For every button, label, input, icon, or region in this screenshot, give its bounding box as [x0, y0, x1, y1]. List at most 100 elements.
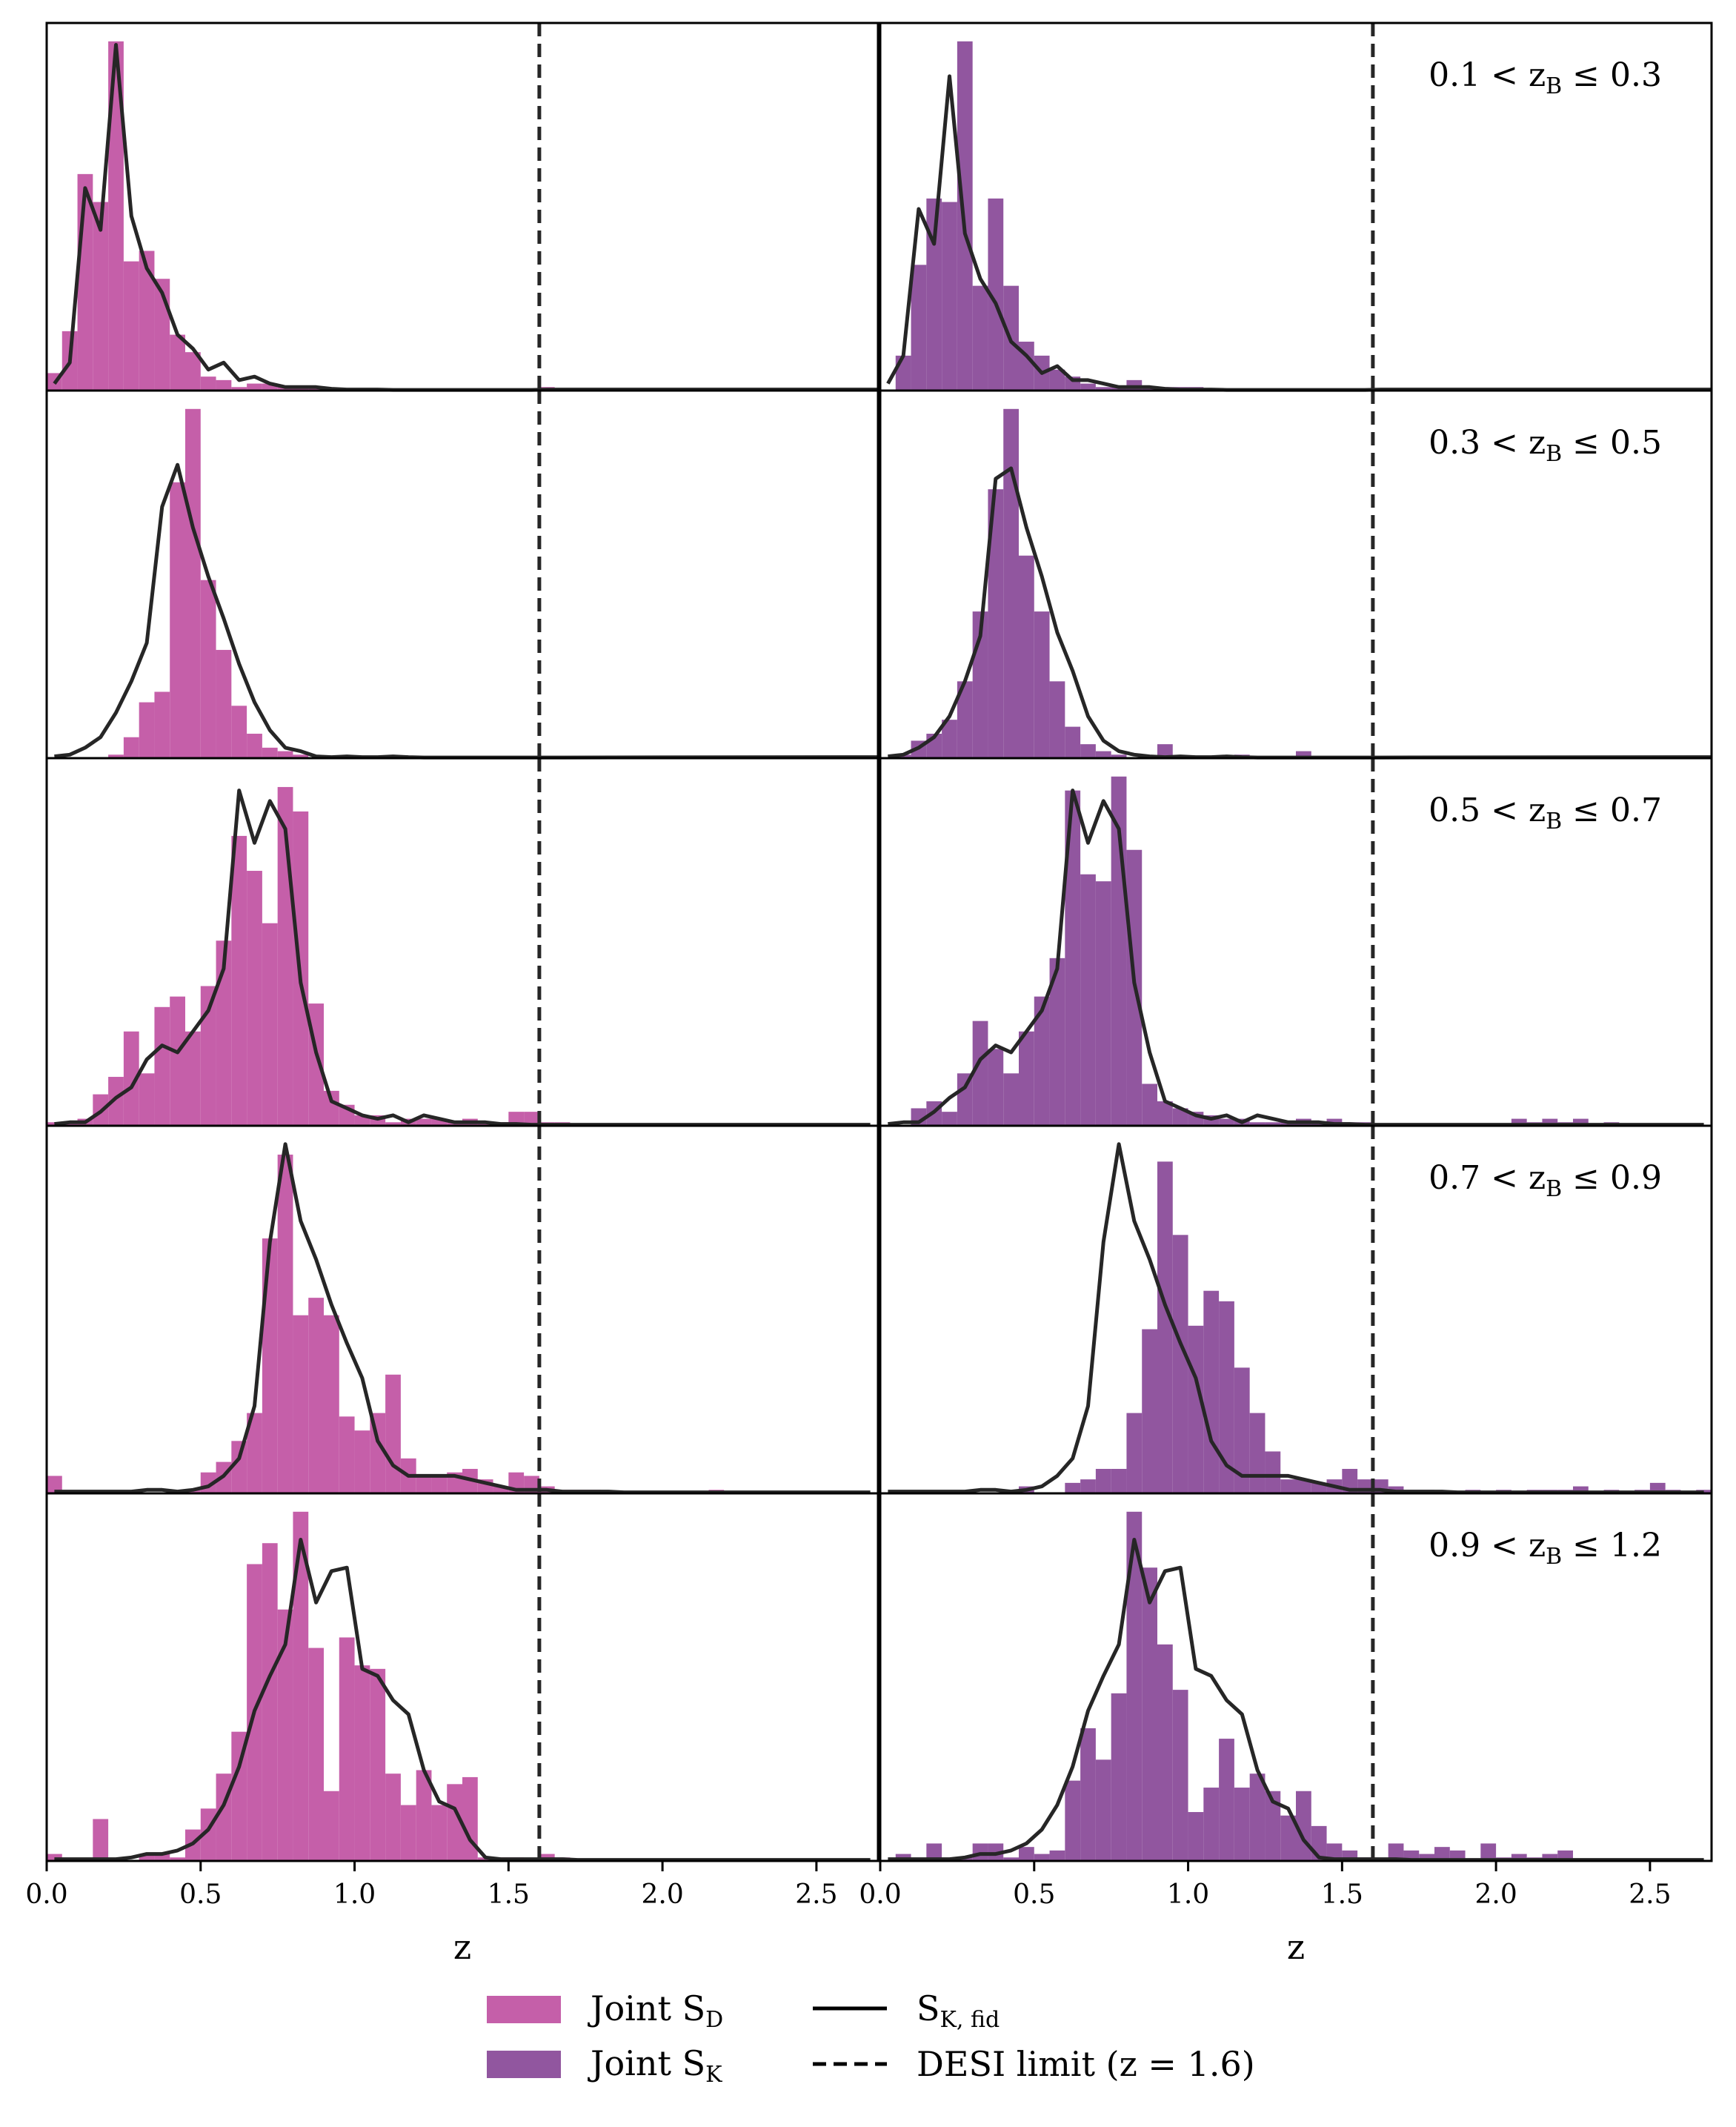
hist-bar: [1080, 744, 1096, 758]
hist-bar: [93, 1819, 109, 1861]
hist-bar: [200, 986, 216, 1126]
panel-frame: [45, 1124, 879, 1495]
hist-bar: [200, 376, 216, 391]
legend-swatch-joint-sd: [487, 1996, 561, 2023]
hist-bar: [293, 754, 309, 758]
hist-bar: [1573, 1118, 1589, 1126]
hist-bar: [911, 265, 927, 391]
hist-bar: [385, 1374, 401, 1493]
hist-bar: [1080, 1728, 1096, 1861]
hist-bar: [154, 1854, 170, 1861]
hist-bar: [123, 737, 139, 758]
sk-fid-line: [54, 1142, 871, 1495]
hist-bar: [1080, 1479, 1096, 1493]
hist-bar: [339, 1416, 355, 1493]
x-tick-label: 1.5: [488, 1879, 530, 1910]
hist-bar: [942, 202, 957, 391]
hist-bar: [324, 1315, 339, 1493]
legend-swatch-joint-sk: [487, 2051, 561, 2078]
hist-bar: [1126, 1413, 1143, 1493]
hist-bar: [277, 751, 293, 758]
legend-label-joint-sk: Joint SK: [588, 2043, 722, 2088]
hist-bar: [47, 1122, 62, 1126]
hist-bar: [216, 940, 232, 1126]
hist-bar: [1019, 555, 1034, 758]
hist-bar: [1049, 369, 1065, 391]
hist-bar: [1219, 1301, 1234, 1493]
hist-bar: [462, 1776, 478, 1861]
hist-bar: [123, 261, 139, 391]
hist-bar: [1065, 1780, 1081, 1861]
hist-bar: [324, 1791, 339, 1861]
hist-bar: [1542, 1854, 1558, 1861]
hist-bar: [988, 198, 1004, 391]
hist-bar: [216, 379, 232, 391]
hist-bar: [1095, 387, 1111, 391]
hist-bar: [1003, 408, 1019, 758]
hist-bar: [1065, 790, 1081, 1126]
panel-frame: [879, 1492, 1713, 1862]
x-tick-label: 2.0: [1474, 1879, 1517, 1910]
hist-bar: [1157, 1644, 1173, 1861]
hist-bar: [1249, 1122, 1266, 1126]
hist-bar: [926, 198, 942, 391]
hist-bar: [216, 649, 232, 758]
hist-bar: [1234, 1788, 1250, 1861]
x-axes: 0.0 0.5 1.0 1.5 2.0 2.5 z 0.0 0.5 1.0 1.5 2.0 2.5 z: [25, 1861, 1672, 1967]
hist-bar: [1095, 1759, 1111, 1861]
hist-bar: [957, 1073, 973, 1126]
hist-bar: [431, 1805, 448, 1861]
hist-bar: [926, 1843, 942, 1861]
hist-bar: [972, 1021, 988, 1126]
hist-bar: [1003, 1073, 1019, 1126]
hist-bar: [262, 1238, 278, 1493]
panel-r3-c2: 0.5 < zB ≤ 0.7: [879, 757, 1713, 1127]
hist-bar: [1542, 1118, 1558, 1126]
hist-bar: [1142, 1329, 1157, 1493]
hist-bar: [1265, 1451, 1281, 1493]
hist-bar: [93, 202, 109, 391]
x-tick-label: 2.5: [1629, 1879, 1671, 1910]
hist-bar: [1296, 1479, 1311, 1493]
hist-bar: [324, 1090, 339, 1126]
zb-range-label: 0.9 < zB ≤ 1.2: [1429, 1527, 1662, 1570]
hist-bar: [108, 1077, 124, 1126]
hist-bar: [1249, 1773, 1266, 1861]
hist-bar: [1172, 1108, 1188, 1126]
hist-bar: [262, 923, 278, 1126]
hist-bar: [308, 1298, 324, 1493]
hist-bar: [262, 1543, 278, 1861]
hist-bar: [416, 1770, 432, 1861]
hist-bar: [988, 489, 1004, 758]
hist-bar: [1419, 1854, 1434, 1861]
hist-bar: [1049, 1850, 1065, 1861]
hist-bar: [1034, 1854, 1050, 1861]
hist-bar: [247, 871, 262, 1126]
zb-range-label: 0.7 < zB ≤ 0.9: [1429, 1159, 1662, 1202]
hist-bar: [154, 691, 170, 758]
hist-bar: [185, 408, 201, 758]
hist-bar: [1065, 1482, 1081, 1493]
hist-bar: [1095, 1469, 1111, 1493]
hist-bar: [1280, 1815, 1296, 1861]
hist-bar: [524, 1112, 539, 1126]
hist-bar: [185, 352, 201, 391]
panel-r1-c2: 0.1 < zB ≤ 0.3: [879, 21, 1713, 392]
hist-bar: [354, 1430, 370, 1493]
hist-bar: [1019, 1847, 1034, 1861]
zb-range-label: 0.3 < zB ≤ 0.5: [1429, 424, 1662, 467]
hist-bar: [1573, 1486, 1589, 1493]
hist-bar: [1172, 1235, 1188, 1493]
hist-bar: [1188, 1812, 1204, 1861]
hist-bar: [1434, 1847, 1450, 1861]
hist-bar: [1249, 1413, 1266, 1493]
hist-bar: [1157, 744, 1173, 758]
hist-bar: [431, 1476, 448, 1493]
hist-bar: [262, 383, 278, 391]
hist-bar: [385, 1773, 401, 1861]
hist-bar: [1095, 751, 1111, 758]
panel-r2-c2: 0.3 < zB ≤ 0.5: [879, 389, 1713, 760]
hist-bar: [170, 996, 185, 1126]
hist-bar: [942, 1112, 957, 1126]
x-tick-label: 1.0: [1167, 1879, 1209, 1910]
